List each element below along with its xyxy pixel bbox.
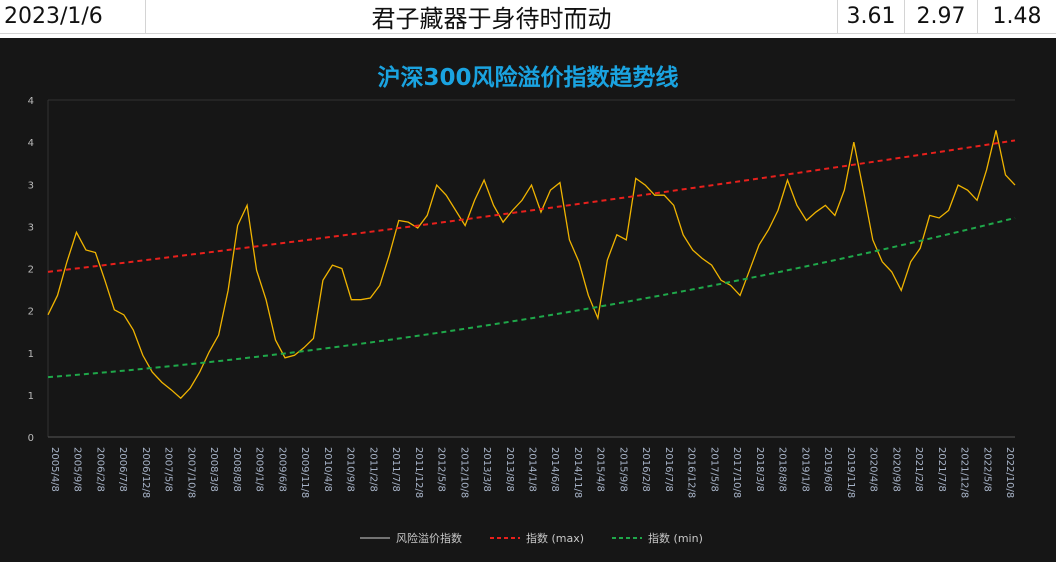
x-tick-label: 2008/3/8	[208, 447, 219, 492]
x-tick-label: 2006/7/8	[117, 447, 128, 492]
min-trend-line	[47, 216, 1016, 379]
x-tick-label: 2014/1/8	[527, 447, 538, 492]
x-tick-label: 2019/11/8	[845, 447, 856, 498]
x-tick-label: 2013/8/8	[504, 447, 515, 492]
legend-item-min[interactable]: 指数 (min)	[612, 530, 703, 546]
plot-svg: 4 4 3 3 2 2 1 1 0 2005/4/8 2005/9/8 2006/2/8 2006/7/…	[28, 96, 1016, 498]
x-tick-label: 2020/9/8	[890, 447, 901, 492]
y-tick-label: 0	[28, 433, 34, 444]
x-tick-label: 2009/11/8	[299, 447, 310, 498]
x-tick-label: 2021/2/8	[913, 447, 924, 492]
x-tick-label: 2006/2/8	[94, 447, 105, 492]
x-tick-label: 2009/6/8	[276, 447, 287, 492]
x-tick-label: 2006/12/8	[140, 447, 151, 498]
x-tick-label: 2022/5/8	[981, 447, 992, 492]
x-tick-label: 2014/6/8	[549, 447, 560, 492]
x-tick-label: 2011/12/8	[413, 447, 424, 498]
y-tick-label: 3	[28, 180, 34, 191]
x-tick-label: 2016/7/8	[663, 447, 674, 492]
y-tick-label: 4	[28, 96, 34, 107]
legend-label: 指数 (min)	[648, 532, 703, 545]
x-tick-label: 2008/8/8	[231, 447, 242, 492]
x-tick-label: 2018/8/8	[777, 447, 788, 492]
legend-item-index[interactable]: 风险溢价指数	[360, 530, 462, 546]
value-cell-1[interactable]: 3.61	[838, 0, 905, 33]
chart-title: 沪深300风险溢价指数趋势线	[377, 65, 679, 91]
value-cell-2[interactable]: 2.97	[905, 0, 978, 33]
y-tick-label: 3	[28, 222, 34, 233]
x-tick-label: 2010/9/8	[345, 447, 356, 492]
x-tick-label: 2021/12/8	[959, 447, 970, 498]
x-tick-label: 2012/5/8	[436, 447, 447, 492]
x-tick-label: 2016/2/8	[640, 447, 651, 492]
date-cell[interactable]: 2023/1/6	[0, 0, 146, 33]
x-tick-label: 2017/10/8	[731, 447, 742, 498]
x-tick-label: 2022/10/8	[1004, 447, 1015, 498]
y-tick-label: 2	[28, 307, 34, 318]
legend: 风险溢价指数 指数 (max) 指数 (min)	[360, 530, 703, 546]
y-tick-label: 2	[28, 265, 34, 276]
x-tick-label: 2011/7/8	[390, 447, 401, 492]
x-tick-label: 2013/3/8	[481, 447, 492, 492]
max-trend-line	[47, 139, 1016, 273]
x-tick-label: 2017/5/8	[708, 447, 719, 492]
y-tick-label: 1	[28, 349, 34, 360]
x-tick-label: 2014/11/8	[572, 447, 583, 498]
x-tick-label: 2015/4/8	[595, 447, 606, 492]
x-tick-label: 2016/12/8	[686, 447, 697, 498]
legend-label: 指数 (max)	[526, 532, 585, 545]
x-tick-label: 2007/5/8	[163, 447, 174, 492]
legend-label: 风险溢价指数	[396, 532, 462, 545]
x-tick-label: 2021/7/8	[936, 447, 947, 492]
value-cell-3[interactable]: 1.48	[992, 4, 1042, 29]
x-tick-label: 2007/10/8	[185, 447, 196, 498]
index-series-line	[47, 130, 1016, 400]
x-tick-label: 2005/9/8	[72, 447, 83, 492]
chart-area[interactable]: 沪深300风险溢价指数趋势线 4 4 3 3 2 2 1 1 0 2005/4/8 2005/9/8…	[0, 38, 1056, 562]
x-tick-label: 2020/4/8	[868, 447, 879, 492]
x-tick-label: 2005/4/8	[49, 447, 60, 492]
y-tick-label: 1	[28, 391, 34, 402]
x-tick-label: 2012/10/8	[458, 447, 469, 498]
x-tick-label: 2019/6/8	[822, 447, 833, 492]
x-tick-label: 2011/2/8	[367, 447, 378, 492]
legend-item-max[interactable]: 指数 (max)	[490, 530, 584, 546]
header-row: 2023/1/6 君子藏器于身待时而动 3.61 2.97 1.48	[0, 0, 1056, 34]
x-tick-label: 2018/3/8	[754, 447, 765, 492]
x-tick-label: 2019/1/8	[799, 447, 810, 492]
x-tick-label: 2010/4/8	[322, 447, 333, 492]
motto-cell[interactable]: 君子藏器于身待时而动	[146, 0, 838, 33]
x-tick-label: 2009/1/8	[254, 447, 265, 492]
y-tick-label: 4	[28, 138, 34, 149]
x-tick-label: 2015/9/8	[617, 447, 628, 492]
